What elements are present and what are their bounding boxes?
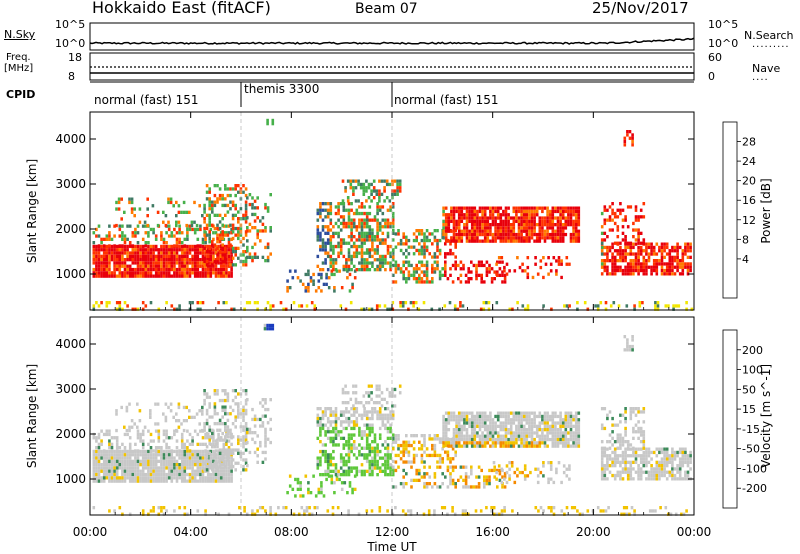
nsearch-tick-top: 10^5 [708, 18, 739, 31]
nsky-tick-bottom: 10^0 [55, 37, 86, 50]
nsky-tick-top: 10^5 [55, 18, 86, 31]
colorbar-tick-label: 4 [742, 253, 749, 266]
date-label: 25/Nov/2017 [592, 0, 689, 17]
cpid-dividers [240, 82, 393, 107]
colorbar-tick-label: 12 [742, 214, 756, 227]
x-tick-label: 20:00 [576, 525, 611, 539]
y-tick-label: 3000 [55, 382, 86, 396]
x-axis-label: Time UT [366, 540, 417, 554]
nave-tick-bottom: 0 [708, 70, 715, 83]
velocity-heatmap-cells [92, 317, 692, 516]
colorbar-tick-label: 20 [742, 175, 756, 188]
velocity-axes: 1000 2000 3000 4000 [55, 317, 695, 515]
colorbar-tick-label: -100 [742, 462, 767, 475]
power-y-label: Slant Range [km] [25, 159, 39, 263]
colorbar-tick-label: 200 [742, 344, 763, 357]
nsky-strip-frame [89, 22, 695, 51]
time-axis-labels: 00:00 04:00 08:00 12:00 16:00 20:00 00:00 [73, 525, 712, 539]
cpid-segment-2: themis 3300 [244, 82, 320, 96]
cpid-label: CPID [6, 88, 36, 101]
power-axes: 1000 2000 3000 4000 [55, 112, 695, 310]
colorbar-tick-label: 24 [742, 155, 756, 168]
freq-label: Freq. [6, 52, 31, 63]
colorbar-tick-label: 28 [742, 136, 756, 149]
colorbar-tick-label: 15 [742, 403, 756, 416]
nsearch-legend-line: ········· [752, 42, 790, 53]
colorbar-tick-label: -50 [742, 443, 760, 456]
colorbar-tick-label: 100 [742, 364, 763, 377]
nsky-label: N.Sky [4, 28, 36, 41]
nave-legend-line: ···· [752, 75, 769, 86]
y-tick-label: 4000 [55, 132, 86, 146]
y-tick-label: 2000 [55, 427, 86, 441]
x-tick-label: 00:00 [73, 525, 108, 539]
nave-tick-top: 60 [708, 51, 722, 64]
y-tick-label: 1000 [55, 267, 86, 281]
station-title: Hokkaido East (fitACF) [92, 0, 271, 17]
colorbar-tick-label: 50 [742, 383, 756, 396]
colorbar-tick-label: -15 [742, 423, 760, 436]
velocity-y-label: Slant Range [km] [25, 364, 39, 468]
x-tick-label: 12:00 [375, 525, 410, 539]
power-colorbar-label: Power [dB] [759, 178, 773, 243]
y-tick-label: 2000 [55, 222, 86, 236]
x-tick-label: 16:00 [475, 525, 510, 539]
y-tick-label: 3000 [55, 177, 86, 191]
x-tick-label: 08:00 [274, 525, 309, 539]
nsearch-label: N.Search [744, 29, 794, 42]
cpid-segment-3: normal (fast) 151 [394, 93, 499, 107]
beam-label: Beam 07 [355, 1, 418, 17]
colorbar-tick-label: 16 [742, 194, 756, 207]
freq-tick-bottom: 8 [68, 70, 75, 83]
x-tick-label: 04:00 [173, 525, 208, 539]
freq-tick-top: 18 [68, 51, 82, 64]
cpid-segment-1: normal (fast) 151 [94, 93, 199, 107]
velocity-colorbar: 200 100 50 15 -15 -50 -100 -200 [722, 329, 767, 509]
x-tick-label: 00:00 [677, 525, 712, 539]
nave-label: Nave [752, 62, 781, 75]
y-tick-label: 1000 [55, 472, 86, 486]
y-tick-label: 4000 [55, 337, 86, 351]
nsky-trace [89, 37, 695, 45]
velocity-colorbar-label: Velocity [m s^-1] [759, 364, 773, 468]
colorbar-tick-label: -200 [742, 482, 767, 495]
power-colorbar: 28 24 20 16 12 8 4 [722, 121, 756, 299]
freq-unit-label: [MHz] [4, 63, 34, 74]
colorbar-tick-label: 8 [742, 233, 749, 246]
nsearch-tick-bottom: 10^0 [708, 37, 739, 50]
power-heatmap-cells [92, 112, 694, 311]
